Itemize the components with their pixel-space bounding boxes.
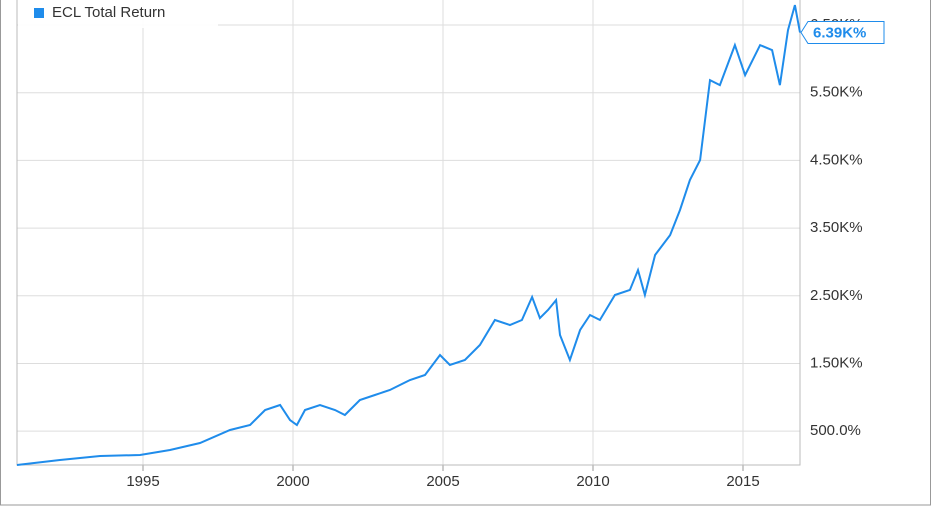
x-tick-label: 2000 bbox=[276, 473, 309, 490]
x-tick-label: 2005 bbox=[426, 473, 459, 490]
plot-area bbox=[16, 0, 801, 466]
value-label: 6.39K% bbox=[813, 24, 866, 41]
x-tick-label: 1995 bbox=[126, 473, 159, 490]
y-tick-label: 3.50K% bbox=[810, 219, 863, 236]
y-tick-label: 500.0% bbox=[810, 422, 861, 439]
y-tick-label: 4.50K% bbox=[810, 151, 863, 168]
x-tick-label: 2010 bbox=[576, 473, 609, 490]
value-label-box bbox=[800, 20, 885, 44]
legend bbox=[18, 0, 218, 28]
legend-label: ECL Total Return bbox=[52, 4, 165, 21]
data-line bbox=[16, 4, 801, 466]
legend-swatch bbox=[34, 8, 44, 18]
x-tick-label: 2015 bbox=[726, 473, 759, 490]
y-tick-label: 5.50K% bbox=[810, 84, 863, 101]
y-tick-label: 2.50K% bbox=[810, 287, 863, 304]
y-tick-label: 1.50K% bbox=[810, 354, 863, 371]
